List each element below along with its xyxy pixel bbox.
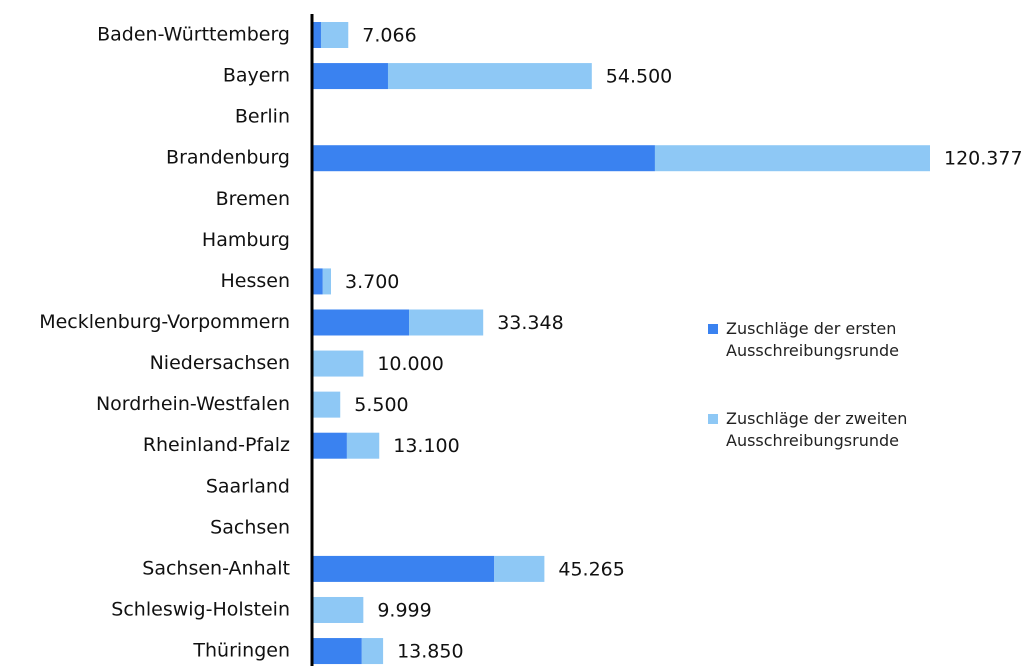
bar-segment	[346, 432, 380, 459]
bar-segment	[654, 145, 930, 172]
legend-swatch	[708, 414, 718, 424]
category-label: Schleswig-Holstein	[111, 598, 290, 620]
bar-segment	[312, 596, 364, 623]
category-label: Thüringen	[192, 640, 290, 662]
bar-segment	[312, 268, 323, 295]
legend-item: Zuschläge der ersten Ausschreibungsrunde	[708, 318, 948, 362]
bar-segment	[312, 391, 341, 418]
category-label: Hessen	[220, 270, 290, 292]
category-label: Nordrhein-Westfalen	[96, 393, 290, 415]
bar-segment	[387, 63, 592, 90]
legend-label: Zuschläge der zweiten Ausschreibungsrund…	[726, 409, 908, 450]
bar-segment	[312, 350, 364, 377]
legend-item: Zuschläge der zweiten Ausschreibungsrund…	[708, 408, 948, 452]
legend-label: Zuschläge der ersten Ausschreibungsrunde	[726, 319, 899, 360]
total-label: 54.500	[606, 66, 672, 88]
bar-segment	[312, 432, 347, 459]
total-label: 13.850	[397, 641, 463, 663]
total-label: 5.500	[354, 394, 408, 416]
category-label: Brandenburg	[166, 147, 290, 169]
category-label: Sachsen	[210, 516, 290, 538]
legend-swatch	[708, 324, 718, 334]
total-label: 9.999	[377, 599, 431, 621]
category-label: Niedersachsen	[150, 352, 290, 374]
category-label: Berlin	[235, 106, 290, 128]
category-label: Rheinland-Pfalz	[143, 434, 290, 456]
category-label: Sachsen-Anhalt	[142, 557, 290, 579]
bar-segment	[312, 309, 410, 336]
category-label: Bremen	[216, 188, 290, 210]
total-label: 10.000	[377, 353, 443, 375]
total-label: 7.066	[362, 25, 416, 47]
bar-segment	[312, 22, 321, 48]
bar-segment	[312, 638, 362, 665]
category-label: Bayern	[223, 65, 290, 87]
bar-segment	[361, 638, 384, 665]
bar-segment	[322, 268, 331, 295]
category-label: Saarland	[206, 475, 290, 497]
bar-segment	[312, 555, 495, 582]
total-label: 13.100	[393, 435, 459, 457]
total-label: 3.700	[345, 271, 399, 293]
bar-segment	[312, 145, 655, 172]
category-label: Mecklenburg-Vorpommern	[39, 311, 290, 333]
bar-segment	[312, 63, 388, 90]
category-label: Hamburg	[202, 229, 290, 251]
bar-segment	[494, 555, 545, 582]
total-label: 45.265	[558, 558, 624, 580]
category-label: Baden-Württemberg	[97, 24, 290, 46]
total-label: 120.377	[944, 148, 1022, 170]
total-label: 33.348	[497, 312, 563, 334]
bar-segment	[320, 22, 349, 48]
bar-segment	[409, 309, 484, 336]
